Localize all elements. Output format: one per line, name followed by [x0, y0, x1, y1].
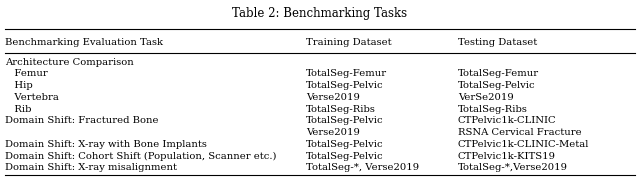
- Text: Hip: Hip: [5, 81, 33, 90]
- Text: TotalSeg-Pelvic: TotalSeg-Pelvic: [306, 81, 383, 90]
- Text: Domain Shift: Fractured Bone: Domain Shift: Fractured Bone: [5, 116, 159, 125]
- Text: TotalSeg-Pelvic: TotalSeg-Pelvic: [306, 116, 383, 125]
- Text: TotalSeg-*,Verse2019: TotalSeg-*,Verse2019: [458, 163, 568, 172]
- Text: RSNA Cervical Fracture: RSNA Cervical Fracture: [458, 128, 581, 137]
- Text: VerSe2019: VerSe2019: [458, 93, 513, 102]
- Text: Architecture Comparison: Architecture Comparison: [5, 58, 134, 67]
- Text: TotalSeg-Ribs: TotalSeg-Ribs: [458, 105, 527, 114]
- Text: Femur: Femur: [5, 69, 48, 78]
- Text: TotalSeg-Pelvic: TotalSeg-Pelvic: [306, 152, 383, 161]
- Text: Rib: Rib: [5, 105, 31, 114]
- Text: CTPelvic1k-CLINIC: CTPelvic1k-CLINIC: [458, 116, 556, 125]
- Text: Testing Dataset: Testing Dataset: [458, 38, 537, 47]
- Text: TotalSeg-Pelvic: TotalSeg-Pelvic: [306, 140, 383, 149]
- Text: TotalSeg-Ribs: TotalSeg-Ribs: [306, 105, 376, 114]
- Text: Domain Shift: Cohort Shift (Population, Scanner etc.): Domain Shift: Cohort Shift (Population, …: [5, 152, 276, 161]
- Text: Verse2019: Verse2019: [306, 93, 360, 102]
- Text: Domain Shift: X-ray with Bone Implants: Domain Shift: X-ray with Bone Implants: [5, 140, 207, 149]
- Text: CTPelvic1k-KITS19: CTPelvic1k-KITS19: [458, 152, 556, 161]
- Text: TotalSeg-Femur: TotalSeg-Femur: [306, 69, 387, 78]
- Text: TotalSeg-Pelvic: TotalSeg-Pelvic: [458, 81, 535, 90]
- Text: Table 2: Benchmarking Tasks: Table 2: Benchmarking Tasks: [232, 7, 408, 20]
- Text: TotalSeg-*, Verse2019: TotalSeg-*, Verse2019: [306, 163, 419, 172]
- Text: CTPelvic1k-CLINIC-Metal: CTPelvic1k-CLINIC-Metal: [458, 140, 589, 149]
- Text: Verse2019: Verse2019: [306, 128, 360, 137]
- Text: Domain Shift: X-ray misalignment: Domain Shift: X-ray misalignment: [5, 163, 177, 172]
- Text: TotalSeg-Femur: TotalSeg-Femur: [458, 69, 539, 78]
- Text: Training Dataset: Training Dataset: [306, 38, 392, 47]
- Text: Benchmarking Evaluation Task: Benchmarking Evaluation Task: [5, 38, 163, 47]
- Text: Vertebra: Vertebra: [5, 93, 59, 102]
